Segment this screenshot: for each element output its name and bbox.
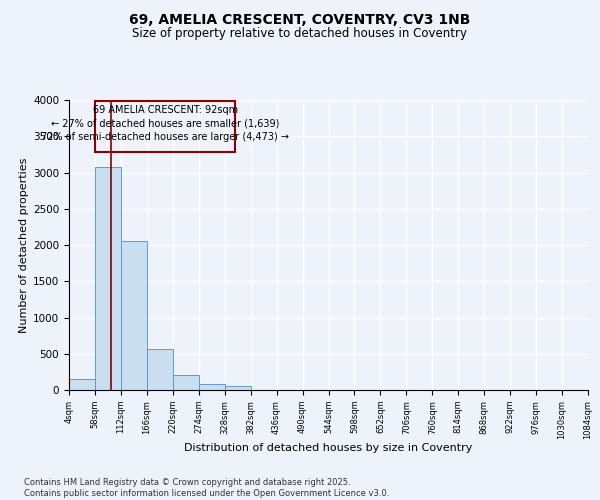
Bar (95, 166, 121, 390)
Bar (121, 240, 147, 390)
Bar (199, 384, 224, 390)
Bar (173, 375, 199, 390)
Bar (147, 350, 173, 390)
X-axis label: Distribution of detached houses by size in Coventry: Distribution of detached houses by size … (184, 443, 473, 453)
Bar (69, 379, 95, 390)
Text: Contains HM Land Registry data © Crown copyright and database right 2025.
Contai: Contains HM Land Registry data © Crown c… (24, 478, 389, 498)
Text: 69 AMELIA CRESCENT: 92sqm: 69 AMELIA CRESCENT: 92sqm (92, 106, 238, 116)
Text: 69, AMELIA CRESCENT, COVENTRY, CV3 1NB: 69, AMELIA CRESCENT, COVENTRY, CV3 1NB (130, 12, 470, 26)
Y-axis label: Number of detached properties: Number of detached properties (19, 158, 29, 332)
Text: ← 27% of detached houses are smaller (1,639): ← 27% of detached houses are smaller (1,… (51, 119, 279, 129)
Text: 72% of semi-detached houses are larger (4,473) →: 72% of semi-detached houses are larger (… (41, 132, 289, 142)
Text: Size of property relative to detached houses in Coventry: Size of property relative to detached ho… (133, 28, 467, 40)
Bar (225, 386, 251, 390)
Bar (95, 102, 235, 152)
